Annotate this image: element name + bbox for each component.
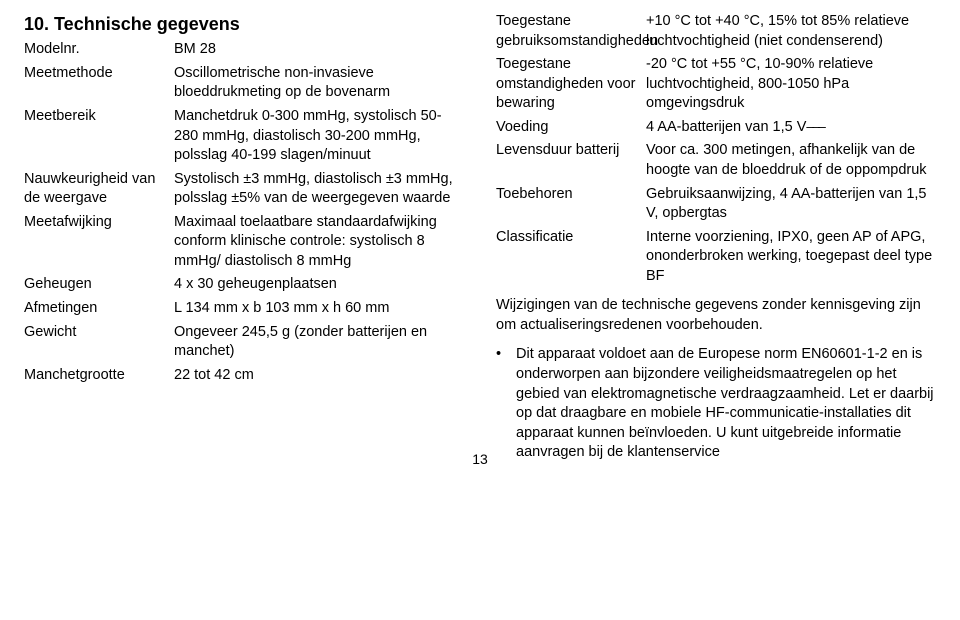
spec-row: AfmetingenL 134 mm x b 103 mm x h 60 mm xyxy=(24,299,464,319)
spec-value: Systolisch ±3 mmHg, diastolisch ±3 mmHg,… xyxy=(174,170,464,209)
spec-value: Oscillometrische non-invasieve bloeddruk… xyxy=(174,64,464,103)
spec-row: GewichtOngeveer 245,5 g (zonder batterij… xyxy=(24,323,464,362)
spec-value: Ongeveer 245,5 g (zonder batterijen en m… xyxy=(174,323,464,362)
section-heading: 10. Technische gegevens xyxy=(24,12,464,36)
left-column: 10. Technische gegevens Modelnr.BM 28Mee… xyxy=(24,12,464,463)
spec-row: Toegestane gebruiksomstandigheden+10 °C … xyxy=(496,12,936,51)
spec-label: Geheugen xyxy=(24,275,174,295)
spec-label: Meetbereik xyxy=(24,107,174,166)
spec-row: ToebehorenGebruiksaanwijzing, 4 AA-batte… xyxy=(496,185,936,224)
bullet-item: • Dit apparaat voldoet aan de Europese n… xyxy=(496,345,936,462)
spec-row: ClassificatieInterne voorziening, IPX0, … xyxy=(496,228,936,287)
spec-label: Afmetingen xyxy=(24,299,174,319)
spec-value: +10 °C tot +40 °C, 15% tot 85% relatieve… xyxy=(646,12,936,51)
spec-value: L 134 mm x b 103 mm x h 60 mm xyxy=(174,299,464,319)
spec-row: MeetafwijkingMaximaal toelaatbare standa… xyxy=(24,213,464,272)
right-column: Toegestane gebruiksomstandigheden+10 °C … xyxy=(496,12,936,463)
spec-label: Meetafwijking xyxy=(24,213,174,272)
spec-row: Nauwkeurigheid van de weergaveSystolisch… xyxy=(24,170,464,209)
spec-value: Manchetdruk 0-300 mmHg, systolisch 50-28… xyxy=(174,107,464,166)
spec-value: Maximaal toelaatbare standaardafwijking … xyxy=(174,213,464,272)
spec-label: Modelnr. xyxy=(24,40,174,60)
spec-table-right: Toegestane gebruiksomstandigheden+10 °C … xyxy=(496,12,936,286)
bullet-marker: • xyxy=(496,345,516,462)
spec-label: Manchetgrootte xyxy=(24,366,174,386)
spec-row: Voeding4 AA-batterijen van 1,5 V ——— xyxy=(496,118,936,138)
bullet-text: Dit apparaat voldoet aan de Europese nor… xyxy=(516,345,936,462)
change-note: Wijzigingen van de technische gegevens z… xyxy=(496,296,936,335)
spec-label: Nauwkeurigheid van de weergave xyxy=(24,170,174,209)
spec-label: Classificatie xyxy=(496,228,646,287)
spec-row: Geheugen4 x 30 geheugenplaatsen xyxy=(24,275,464,295)
spec-row: Modelnr.BM 28 xyxy=(24,40,464,60)
spec-label: Toegestane omstandigheden voor bewaring xyxy=(496,55,646,114)
spec-label: Meetmethode xyxy=(24,64,174,103)
battery-icon: ——— xyxy=(806,119,823,137)
spec-row: Toegestane omstandigheden voor bewaring-… xyxy=(496,55,936,114)
spec-row: MeetbereikManchetdruk 0-300 mmHg, systol… xyxy=(24,107,464,166)
spec-row: MeetmethodeOscillometrische non-invasiev… xyxy=(24,64,464,103)
spec-value: 4 AA-batterijen van 1,5 V ——— xyxy=(646,118,936,138)
spec-value: Interne voorziening, IPX0, geen AP of AP… xyxy=(646,228,936,287)
spec-value: -20 °C tot +55 °C, 10-90% relatieve luch… xyxy=(646,55,936,114)
spec-label: Gewicht xyxy=(24,323,174,362)
spec-table-left: Modelnr.BM 28MeetmethodeOscillometrische… xyxy=(24,40,464,385)
spec-value: 22 tot 42 cm xyxy=(174,366,464,386)
spec-row: Levensduur batterijVoor ca. 300 metingen… xyxy=(496,141,936,180)
page-number: 13 xyxy=(472,451,488,467)
spec-label: Toegestane gebruiksomstandigheden xyxy=(496,12,646,51)
spec-row: Manchetgrootte22 tot 42 cm xyxy=(24,366,464,386)
spec-label: Voeding xyxy=(496,118,646,138)
spec-value: Gebruiksaanwijzing, 4 AA-batterijen van … xyxy=(646,185,936,224)
page: 10. Technische gegevens Modelnr.BM 28Mee… xyxy=(0,0,960,471)
spec-value: 4 x 30 geheugenplaatsen xyxy=(174,275,464,295)
spec-label: Toebehoren xyxy=(496,185,646,224)
spec-value: BM 28 xyxy=(174,40,464,60)
spec-label: Levensduur batterij xyxy=(496,141,646,180)
spec-value: Voor ca. 300 metingen, afhankelijk van d… xyxy=(646,141,936,180)
